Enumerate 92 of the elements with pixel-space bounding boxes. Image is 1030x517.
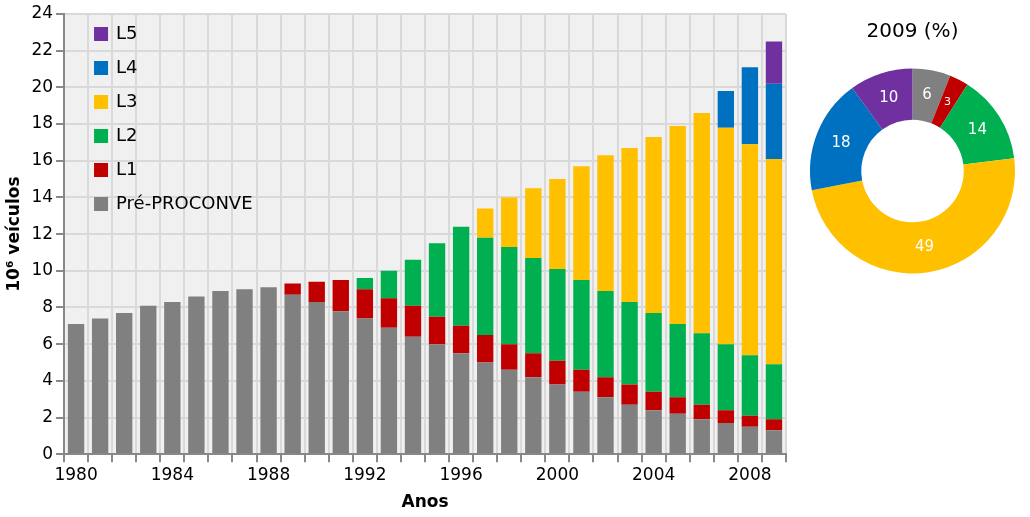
data-label: 18 [831, 132, 851, 151]
bar [356, 278, 374, 290]
bar [597, 377, 614, 398]
bar [717, 127, 735, 345]
bar [741, 67, 759, 145]
y-tick-label: 12 [31, 222, 54, 243]
x-tick-label: 1984 [150, 463, 194, 484]
bar [501, 344, 518, 370]
bar [765, 83, 783, 159]
y-tick-label: 18 [31, 112, 54, 133]
bar [645, 136, 662, 313]
x-tick-label: 1996 [439, 463, 483, 484]
data-label: 49 [914, 236, 935, 255]
legend-label: L5 [116, 21, 138, 43]
x-tick-label: 1988 [246, 463, 291, 484]
bar [380, 270, 398, 299]
chart-title: 2009 (%) [866, 18, 959, 43]
bar [573, 279, 590, 370]
bar [765, 41, 783, 84]
bar [645, 312, 662, 392]
bar [549, 360, 566, 385]
bar [549, 179, 566, 269]
y-tick-label: 20 [31, 75, 54, 96]
bar [477, 237, 494, 335]
legend-label: L2 [116, 123, 138, 145]
bar [621, 301, 638, 385]
bar [597, 155, 614, 291]
bar [669, 323, 686, 398]
bar [717, 91, 735, 128]
bar [765, 419, 783, 431]
bar [717, 344, 735, 411]
bar [308, 281, 325, 302]
y-tick-label: 4 [42, 369, 54, 390]
bar [525, 353, 542, 378]
bar [741, 355, 759, 416]
bar [428, 316, 446, 345]
bar [452, 325, 470, 354]
bar [549, 268, 566, 361]
x-tick-label: 1980 [54, 463, 98, 484]
bar [501, 246, 518, 345]
bar [693, 404, 710, 420]
bar [765, 158, 783, 365]
x-axis-title: Anos [401, 491, 449, 512]
bar [404, 259, 422, 306]
x-tick-label: 2000 [535, 463, 580, 484]
bar [621, 384, 638, 405]
bar [404, 305, 422, 337]
bar [525, 188, 542, 258]
y-tick-label: 10 [31, 259, 54, 280]
legend-label: L4 [116, 55, 138, 77]
y-tick-label: 14 [31, 185, 54, 206]
data-label: 10 [879, 87, 899, 106]
bar [573, 166, 590, 280]
bar [452, 226, 470, 326]
bar [621, 147, 638, 302]
data-label: 14 [967, 119, 987, 138]
y-tick-label: 2 [42, 405, 54, 426]
bar [284, 283, 301, 295]
x-tick-label: 2008 [728, 463, 772, 484]
bar [332, 279, 349, 312]
y-tick-label: 0 [42, 442, 54, 463]
bar [380, 298, 398, 328]
bar [356, 289, 374, 319]
bar [501, 197, 518, 247]
bar [477, 208, 494, 238]
y-axis-title: 10⁶ veículos [2, 176, 23, 292]
data-label: 3 [943, 95, 951, 109]
bar [765, 364, 783, 420]
bar [525, 257, 542, 354]
x-tick-label: 1992 [343, 463, 387, 484]
x-tick-label: 2004 [632, 463, 676, 484]
bar [693, 333, 710, 405]
y-tick-label: 16 [31, 149, 54, 170]
bar [428, 243, 446, 317]
legend-label: L3 [116, 89, 138, 111]
data-label: 6 [922, 85, 932, 104]
y-tick-label: 8 [42, 295, 54, 316]
bar [477, 334, 494, 363]
bar [597, 290, 614, 378]
y-tick-label: 6 [42, 332, 54, 353]
bar [669, 397, 686, 414]
y-tick-label: 24 [31, 2, 54, 23]
legend-label: Pré-PROCONVE [116, 191, 253, 213]
bar [741, 415, 759, 427]
bar [741, 144, 759, 356]
bar [669, 125, 686, 324]
bar [693, 113, 710, 334]
bar [645, 391, 662, 411]
bar [573, 369, 590, 392]
legend-label: L1 [116, 157, 138, 179]
y-tick-label: 22 [31, 39, 54, 60]
bar [717, 410, 735, 424]
